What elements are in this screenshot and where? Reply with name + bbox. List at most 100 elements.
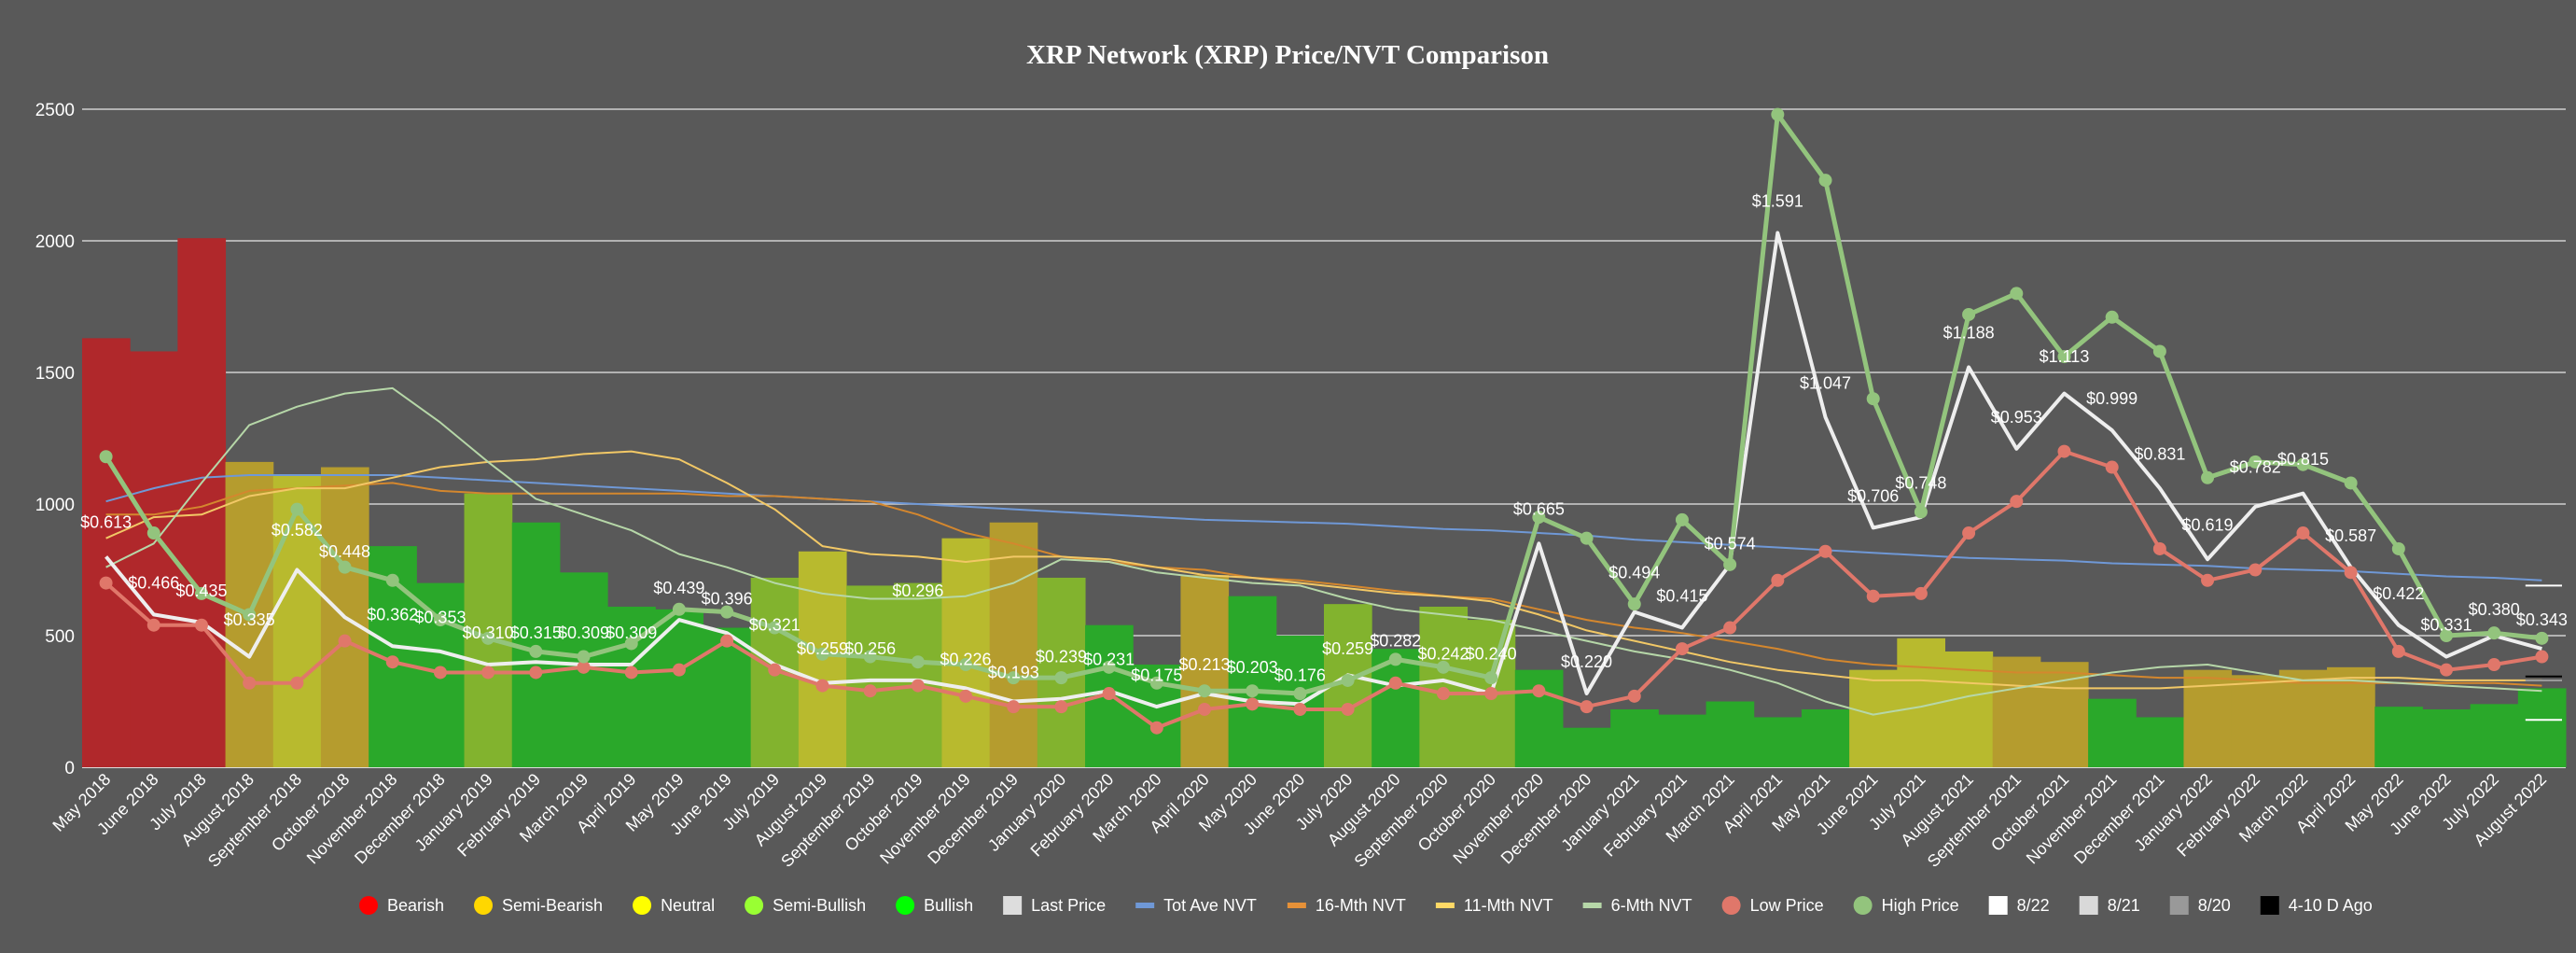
price-label: $0.240 (1466, 645, 1517, 664)
price-label: $1.113 (2040, 347, 2090, 366)
high-price-point (1962, 307, 1976, 321)
x-tick-label: February 2020 (1027, 770, 1118, 861)
legend-marker (474, 896, 494, 915)
legend-marker (1003, 896, 1023, 915)
legend-marker (1853, 896, 1873, 915)
price-label: $0.259 (797, 639, 848, 658)
low-price-point (194, 618, 208, 632)
y-tick-label: 1000 (35, 496, 75, 515)
price-label: $1.591 (1752, 192, 1803, 211)
high-price-point (1436, 660, 1450, 674)
high-price-point (577, 650, 591, 664)
y-tick-label: 500 (45, 627, 75, 647)
low-price-point (243, 676, 257, 690)
nvt-bar (2231, 675, 2280, 767)
low-price-point (433, 666, 447, 680)
low-price-point (1771, 573, 1785, 587)
price-label: $0.587 (2325, 526, 2376, 545)
legend-marker (745, 896, 764, 915)
high-price-point (1580, 531, 1594, 545)
legend-item-neutral: Neutral (633, 896, 715, 915)
high-price-point (1054, 671, 1068, 685)
high-price-point (481, 631, 495, 645)
low-price-point (2391, 644, 2405, 658)
price-label: $0.242 (1417, 645, 1469, 664)
high-price-point (243, 608, 257, 622)
high-price-line (104, 112, 2542, 696)
y-axis-ticks: 0 500 1000 1500 2000 2500 (35, 101, 75, 778)
legend-label: High Price (1882, 896, 1959, 915)
series-lines (104, 112, 2542, 730)
price-label: $0.309 (558, 624, 609, 642)
legend-label: Neutral (661, 896, 715, 915)
legend-label: 8/21 (2108, 896, 2140, 915)
low-price-point (2152, 541, 2166, 555)
low-price-point (624, 666, 638, 680)
legend-item-6-mth-nvt: 6-Mth NVT (1582, 896, 1692, 915)
legend-marker (2169, 896, 2189, 915)
high-price-point (529, 644, 543, 658)
high-price-point (911, 655, 925, 669)
price-label: $0.239 (1036, 648, 1087, 666)
price-label: $0.226 (940, 650, 992, 668)
nvt-bar (2517, 688, 2567, 767)
legend-marker (1582, 903, 1602, 908)
last-price-line (104, 231, 2542, 709)
price-label: $0.574 (1705, 534, 1756, 553)
price-label: $0.494 (1608, 563, 1660, 582)
low-price-point (338, 634, 352, 648)
legend-marker (633, 896, 652, 915)
price-label: $0.343 (2516, 610, 2568, 629)
low-price-point (529, 666, 543, 680)
nvt-bar (2136, 717, 2184, 767)
legend-item-8-22: 8/22 (1988, 896, 2050, 915)
high-price-point (1818, 174, 1832, 188)
legend-label: Tot Ave NVT (1163, 896, 1257, 915)
nvt-bar (894, 582, 942, 767)
legend-item-bearish: Bearish (359, 896, 444, 915)
legend-item-4-10-d-ago: 4-10 D Ago (2260, 896, 2373, 915)
nvt-bar (1180, 575, 1230, 767)
series-markers (99, 107, 2549, 735)
high-price-point (2296, 457, 2310, 471)
legend-marker (1435, 903, 1455, 908)
high-price-point (1723, 557, 1737, 571)
11-mth-nvt-line (105, 450, 2542, 690)
legend-item-8-21: 8/21 (2079, 896, 2140, 915)
legend-item-bullish: Bullish (896, 896, 973, 915)
price-label: $1.047 (1800, 373, 1851, 392)
nvt-bar (2422, 708, 2472, 767)
high-price-point (2057, 350, 2071, 364)
price-label: $0.665 (1513, 500, 1565, 519)
legend-label: 6-Mth NVT (1611, 896, 1692, 915)
low-price-point (1532, 684, 1546, 698)
high-price-point (2010, 287, 2024, 301)
low-price-point (1102, 687, 1116, 701)
nvt-bar (2088, 698, 2137, 767)
high-price-point (720, 605, 734, 619)
low-price-point (2535, 650, 2549, 664)
low-price-point (720, 634, 734, 648)
16-mth-nvt-line (105, 482, 2542, 687)
nvt-bar (1706, 701, 1755, 767)
low-price-line (104, 449, 2542, 730)
nvt-bar (1419, 606, 1469, 767)
legend-marker (2079, 896, 2098, 915)
low-price-point (1149, 721, 1163, 735)
y-tick-label: 2000 (35, 232, 75, 252)
legend-item-semi-bearish: Semi-Bearish (474, 896, 603, 915)
high-price-point (1532, 511, 1546, 525)
low-price-point (2296, 526, 2310, 540)
nvt-bar (703, 627, 752, 767)
price-label: $0.309 (606, 624, 657, 642)
low-price-point (2249, 563, 2263, 577)
x-tick-label: February 2019 (453, 770, 544, 861)
high-price-point (624, 637, 638, 651)
low-price-point (481, 666, 495, 680)
high-price-point (1675, 512, 1689, 526)
legend-item-11-mth-nvt: 11-Mth NVT (1435, 896, 1553, 915)
high-price-point (2249, 455, 2263, 469)
high-price-point (2152, 344, 2166, 358)
